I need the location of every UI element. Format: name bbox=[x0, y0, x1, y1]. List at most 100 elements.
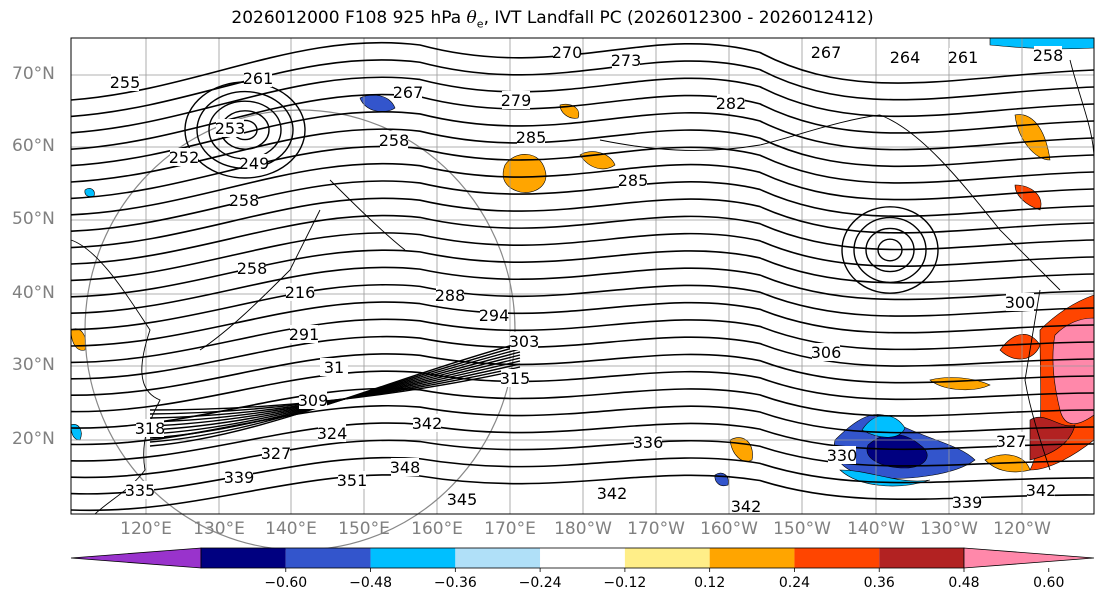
lat-label: 40°N bbox=[12, 283, 55, 303]
contour-label-bg bbox=[286, 283, 314, 301]
contour-label: 300 bbox=[1005, 293, 1036, 312]
contour-label: 258 bbox=[229, 191, 260, 210]
contour-label: 318 bbox=[135, 419, 166, 438]
colorbar-extend-high bbox=[963, 547, 1095, 569]
theta-e-contour bbox=[70, 41, 1095, 101]
contour-label: 345 bbox=[447, 490, 478, 509]
ivt-shading-region bbox=[1052, 317, 1095, 425]
contour-label: 264 bbox=[890, 48, 921, 67]
colorbar-tick-label: 0.12 bbox=[694, 575, 726, 591]
contour-label-bg bbox=[436, 286, 464, 304]
contour-label-bg bbox=[634, 433, 662, 451]
colorbar-segment bbox=[879, 548, 964, 568]
ivt-shading-region bbox=[559, 103, 580, 119]
contour-label: 327 bbox=[996, 432, 1027, 451]
contour-label-bg bbox=[997, 432, 1025, 450]
contour-label-bg bbox=[216, 119, 244, 137]
contour-label-bg bbox=[380, 131, 408, 149]
contour-label-bg bbox=[413, 414, 441, 432]
contour-label-bg bbox=[480, 306, 508, 324]
contour-label-bg bbox=[240, 154, 268, 172]
colorbar-tick-label: −0.24 bbox=[518, 575, 562, 591]
contour-label-bg bbox=[290, 325, 318, 343]
contour-label-bg bbox=[953, 493, 981, 511]
contour-label-bg bbox=[612, 51, 640, 69]
contour-label-bg bbox=[338, 471, 366, 489]
contour-label-bg bbox=[320, 358, 348, 376]
contour-label-bg bbox=[391, 458, 419, 476]
contour-label: 267 bbox=[393, 83, 424, 102]
ivt-shading-region bbox=[502, 154, 547, 193]
contour-label: 261 bbox=[948, 48, 979, 67]
contour-label: 342 bbox=[412, 414, 443, 433]
colorbar-tick-label: 0.36 bbox=[863, 575, 895, 591]
colorbar-segment bbox=[455, 548, 541, 568]
theta-e-contour bbox=[70, 162, 1095, 216]
contour-label-bg bbox=[812, 43, 840, 61]
contour-label-bg bbox=[394, 83, 422, 101]
theta-e-contour bbox=[70, 283, 1095, 331]
lon-label: 170°E bbox=[484, 519, 536, 539]
lon-label: 180°W bbox=[554, 519, 612, 539]
contour-label-bg bbox=[299, 391, 327, 409]
contour-label: 339 bbox=[224, 468, 255, 487]
theta-e-contour bbox=[70, 474, 1095, 512]
lon-label: 120°W bbox=[993, 519, 1051, 539]
contour-label: 252 bbox=[169, 148, 200, 167]
colorbar-tick-label: 0.48 bbox=[948, 575, 980, 591]
theta-e-contour bbox=[70, 197, 1095, 249]
lon-label: 160°W bbox=[700, 519, 758, 539]
contour-label-layer: 270 273 267 264 261 258 255 261 267 279 282 252 253 2… bbox=[110, 43, 1063, 516]
lon-label: 160°E bbox=[411, 519, 463, 539]
contour-label-bg bbox=[732, 497, 760, 515]
contour-label-bg bbox=[136, 419, 164, 437]
colorbar-tick-label: −0.48 bbox=[349, 575, 392, 591]
contour-label-bg bbox=[448, 490, 476, 508]
lon-label: 140°W bbox=[847, 519, 905, 539]
contour-label: 216 bbox=[285, 283, 316, 302]
contour-label-bg bbox=[812, 343, 840, 361]
lon-label: 150°E bbox=[338, 519, 390, 539]
contour-label-bg bbox=[717, 94, 745, 112]
contour-label-bg bbox=[111, 73, 139, 91]
contour-label-bg bbox=[501, 369, 529, 387]
title-prefix: 2026012000 F108 925 hPa bbox=[231, 8, 467, 28]
ivt-shading-region bbox=[999, 334, 1041, 360]
theta-e-contour bbox=[70, 370, 1095, 413]
contour-label-bg bbox=[828, 446, 856, 464]
colorbar-tick-label: −0.12 bbox=[603, 575, 647, 591]
lon-label: 120°E bbox=[120, 519, 172, 539]
theta-e-contour bbox=[70, 318, 1095, 364]
colorbar-segment bbox=[285, 548, 371, 568]
contour-label: 270 bbox=[552, 43, 583, 62]
contour-label: 342 bbox=[731, 497, 762, 516]
contour-label: 294 bbox=[479, 306, 510, 325]
colorbar-segment bbox=[540, 548, 625, 568]
contour-label: 291 bbox=[289, 325, 320, 344]
contour-label: 306 bbox=[811, 343, 842, 362]
ivt-shading-region bbox=[84, 188, 95, 197]
contour-label-bg bbox=[238, 259, 266, 277]
contour-label: 249 bbox=[239, 154, 270, 173]
lon-label: 170°W bbox=[627, 519, 685, 539]
theta-e-contour bbox=[70, 232, 1095, 282]
contour-label: 285 bbox=[516, 128, 547, 147]
contour-label-bg bbox=[1006, 293, 1034, 311]
contour-label-bg bbox=[891, 48, 919, 66]
contour-label: 303 bbox=[509, 332, 540, 351]
theta-e-contour bbox=[70, 353, 1095, 397]
contour-label: 267 bbox=[811, 43, 842, 62]
contour-label: 258 bbox=[379, 131, 410, 150]
theta-e-contour bbox=[70, 76, 1095, 134]
theta-e-contours bbox=[70, 41, 1095, 512]
colorbar-segment bbox=[370, 548, 456, 568]
theta-e-contour bbox=[70, 110, 1095, 167]
contour-label: 253 bbox=[215, 119, 246, 138]
coastline bbox=[599, 114, 881, 151]
contour-label-bg bbox=[517, 128, 545, 146]
theta-e-contour bbox=[853, 216, 927, 284]
colorbar-segment bbox=[201, 548, 286, 568]
coastline bbox=[1024, 289, 1051, 471]
lat-label: 20°N bbox=[12, 429, 55, 449]
contour-label-bg bbox=[244, 69, 272, 87]
